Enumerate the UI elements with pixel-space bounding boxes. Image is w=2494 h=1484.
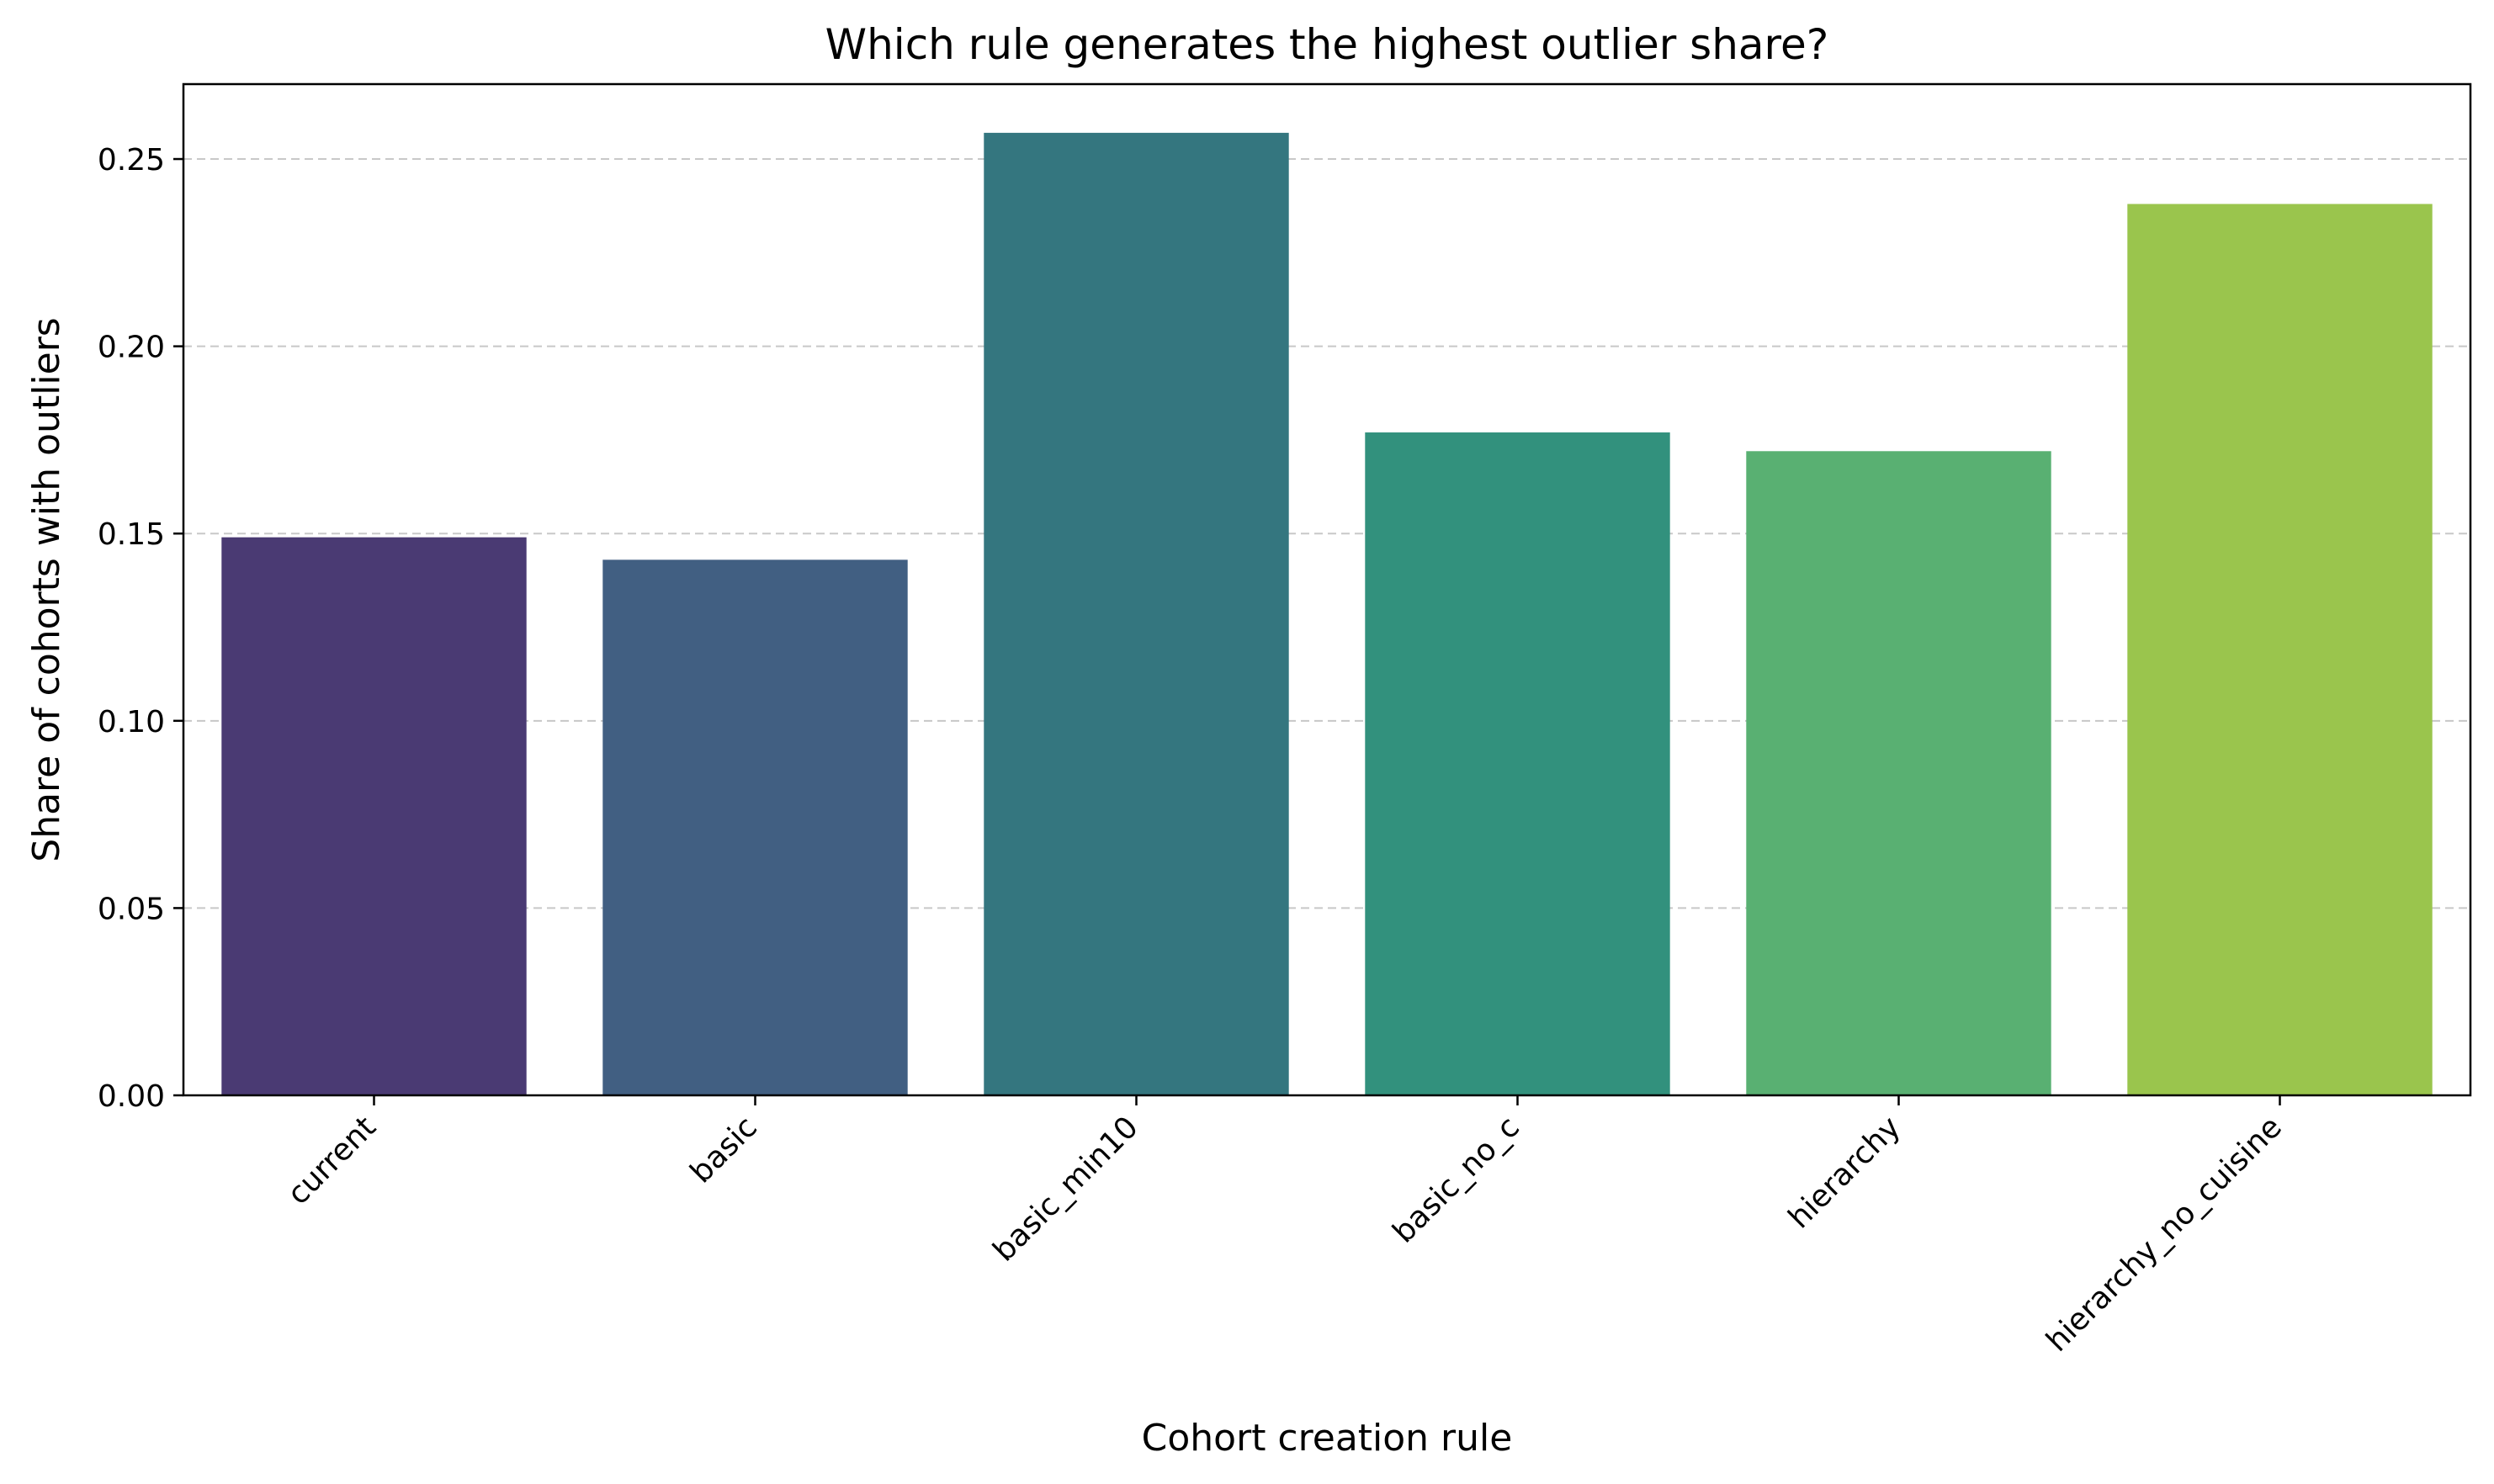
bar-basic — [602, 559, 908, 1095]
plot-frame — [182, 82, 2472, 1097]
x-tick-label: current — [281, 1110, 383, 1211]
y-tick-label: 0.15 — [98, 517, 165, 552]
y-gridlines — [183, 158, 2470, 909]
x-axis-label: Cohort creation rule — [1142, 1417, 1513, 1460]
bar-hierarchy-no-cuisine — [2127, 204, 2433, 1096]
y-tick-label: 0.00 — [98, 1079, 165, 1114]
chart-title: Which rule generates the highest outlier… — [825, 20, 1829, 69]
x-tick-label: basic_no_c — [1387, 1110, 1526, 1249]
bar-current — [221, 537, 527, 1095]
x-axis-ticks: current basic basic_min10 basic_no_c hierarc… — [281, 1095, 2289, 1359]
bars — [221, 132, 2433, 1096]
y-tick-label: 0.05 — [98, 892, 165, 926]
y-tick-label: 0.25 — [98, 143, 165, 178]
bar-hierarchy — [1746, 451, 2051, 1095]
y-axis-label: Share of cohorts with outliers — [25, 317, 68, 861]
y-tick-label: 0.10 — [98, 705, 165, 739]
x-tick-label: basic — [684, 1110, 764, 1190]
x-tick-label: basic_min10 — [987, 1110, 1145, 1268]
y-axis-ticks: 0.00 0.05 0.10 0.15 0.20 0.25 — [98, 143, 183, 1114]
x-tick-label: hierarchy_no_cuisine — [2040, 1110, 2289, 1359]
y-tick-label: 0.20 — [98, 331, 165, 365]
bar-basic-min10 — [984, 132, 1289, 1096]
x-tick-label: hierarchy — [1782, 1110, 1908, 1235]
bar-basic-no-c — [1365, 432, 1670, 1095]
